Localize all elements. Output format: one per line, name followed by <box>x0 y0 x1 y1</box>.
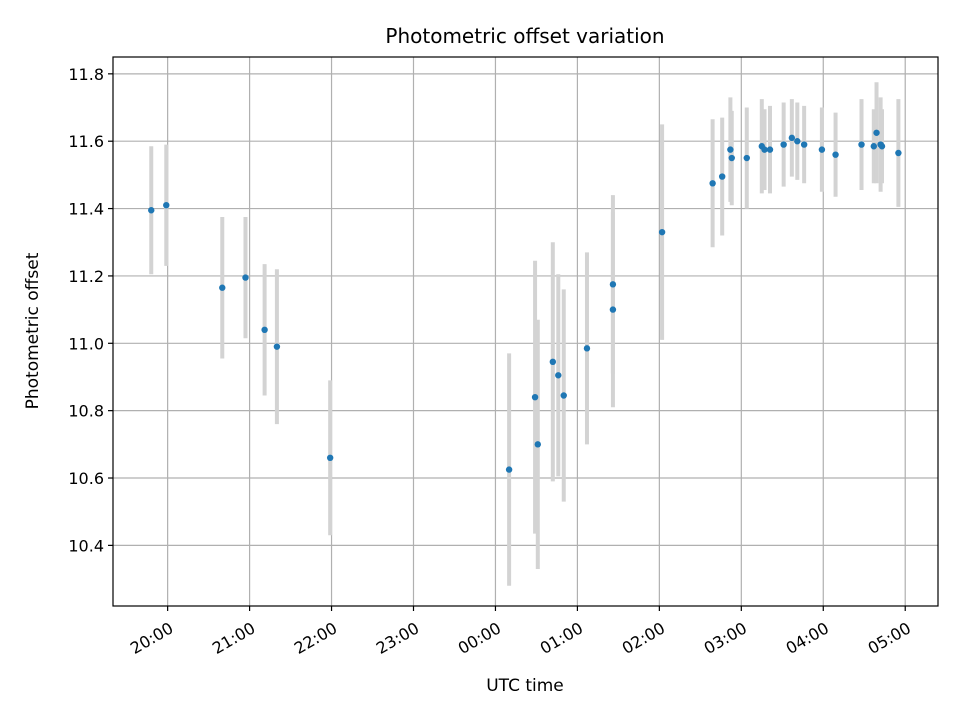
data-point <box>549 358 557 366</box>
data-point <box>878 143 886 150</box>
data-point <box>609 306 617 313</box>
data-point <box>780 141 787 148</box>
data-point <box>560 392 567 399</box>
data-point <box>728 154 735 162</box>
data-point <box>870 143 878 150</box>
data-point <box>326 454 334 462</box>
data-point <box>761 146 768 153</box>
data-point <box>531 393 539 401</box>
data-point <box>766 146 774 153</box>
data-point <box>148 207 155 214</box>
data-point <box>832 151 839 158</box>
data-point <box>658 228 666 236</box>
y-tick-label: 10.8 <box>68 402 104 421</box>
data-point <box>219 284 226 291</box>
data-point <box>818 146 826 153</box>
data-point <box>505 466 513 473</box>
y-tick-label: 10.4 <box>68 536 104 555</box>
x-axis-label: UTC time <box>486 676 564 696</box>
y-tick-label: 11.6 <box>68 132 104 151</box>
data-point <box>873 129 880 136</box>
y-tick-label: 11.8 <box>68 65 104 84</box>
plot-frame <box>112 56 939 607</box>
data-point <box>163 201 170 209</box>
y-tick-label: 11.2 <box>68 267 104 286</box>
data-point <box>261 326 268 334</box>
data-point <box>609 281 617 288</box>
data-point <box>242 274 249 281</box>
data-point <box>794 138 801 145</box>
data-point <box>273 343 281 350</box>
data-point <box>583 345 591 352</box>
y-tick-label: 10.6 <box>68 469 104 488</box>
data-point <box>800 141 808 148</box>
data-point <box>895 149 902 157</box>
y-axis: 10.4 10.6 10.8 11.0 11.2 11.4 11.6 11.8 <box>68 65 113 555</box>
y-tick-label: 11.4 <box>68 200 104 219</box>
data-point <box>534 441 541 448</box>
data-point <box>718 173 726 180</box>
data-point <box>858 141 865 148</box>
y-axis-label: Photometric offset <box>23 252 43 409</box>
data-point <box>743 154 750 162</box>
y-tick-label: 11.0 <box>68 334 104 353</box>
grid <box>113 57 938 606</box>
data-point <box>727 146 734 153</box>
chart-title: Photometric offset variation <box>385 24 664 48</box>
data-point <box>709 180 716 187</box>
data-points <box>148 129 902 473</box>
data-point <box>555 372 562 379</box>
data-point <box>788 134 796 142</box>
